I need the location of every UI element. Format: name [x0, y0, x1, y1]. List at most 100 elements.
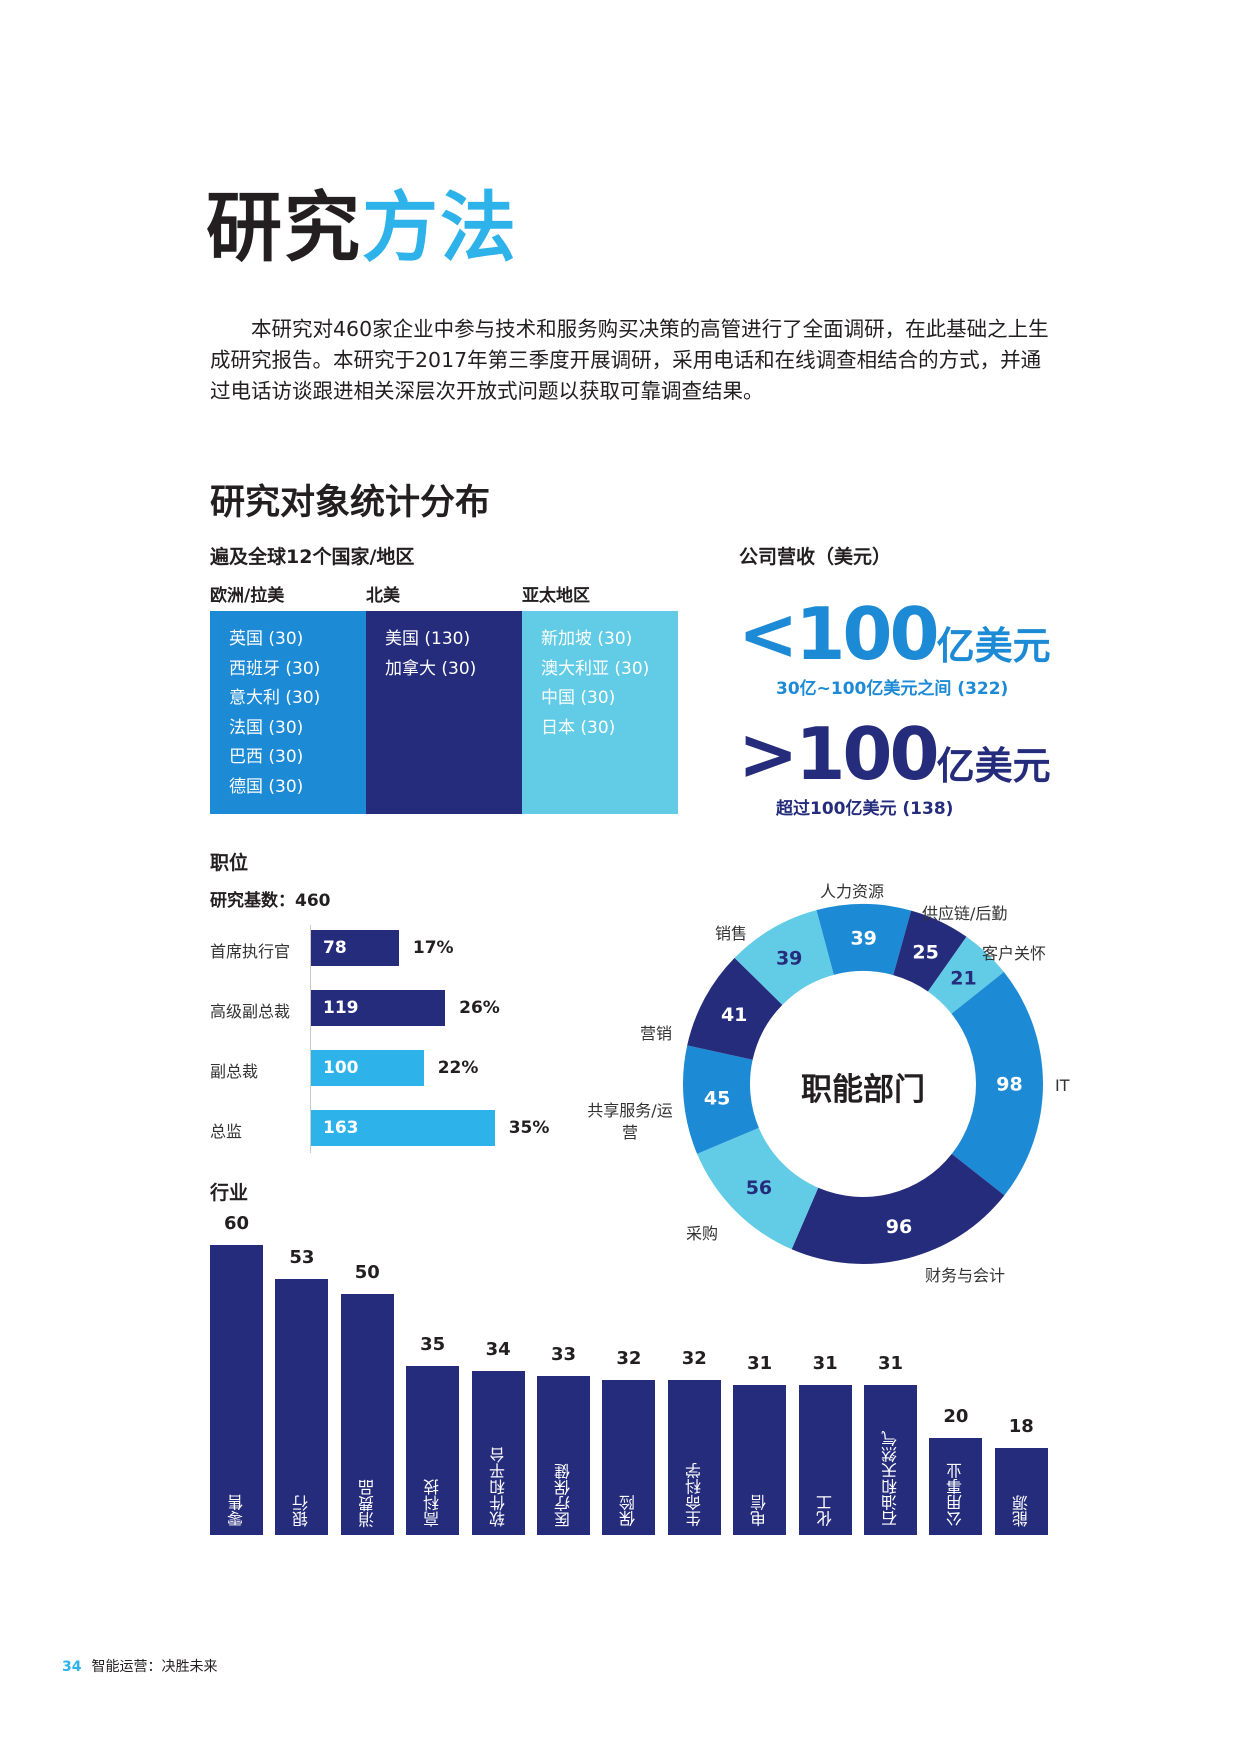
region-header: 欧洲/拉美: [210, 586, 285, 606]
donut-category-label: 人力资源: [820, 882, 885, 901]
donut-value-label: 39: [850, 928, 876, 950]
industry-value: 50: [354, 1261, 380, 1283]
donut-value-label: 98: [996, 1074, 1022, 1096]
position-percent: 17%: [412, 938, 454, 958]
industry-bar: [275, 1279, 329, 1535]
donut-segment: [791, 1153, 1005, 1264]
regions-heading: 遍及全球12个国家/地区: [210, 546, 415, 568]
position-bar: 163: [311, 1110, 495, 1146]
industry-bar: [471, 1370, 525, 1535]
industry-bar: [210, 1245, 263, 1535]
region-column: 英国 (30) 西班牙 (30) 意大利 (30) 法国 (30) 巴西 (30) 德国 …: [210, 611, 366, 814]
positions-heading: 职位: [210, 852, 249, 874]
region-item: 英国 (30): [229, 629, 304, 649]
donut-center-label: 职能部门: [801, 1072, 925, 1108]
position-label: 总监: [210, 1122, 243, 1141]
page-title: 研究方法: [206, 190, 518, 266]
position-percent: 22%: [437, 1058, 479, 1078]
industry-bar: [537, 1375, 590, 1535]
industry-value: 60: [223, 1213, 250, 1235]
industry-bar: [340, 1293, 394, 1535]
position-bar: 119: [311, 990, 446, 1026]
donut-category-label: 财务与会计: [925, 1266, 1006, 1285]
donut-value-label: 96: [886, 1216, 912, 1238]
position-percent: 26%: [459, 998, 500, 1018]
intro-paragraph: 本研究对460家企业中参与技术和服务购买决策的高管进行了全面调研，在此基础之上生…: [210, 317, 1049, 403]
industry-value: 35: [420, 1333, 446, 1355]
industry-value: 31: [747, 1353, 773, 1375]
donut-segment: [734, 910, 834, 1005]
industry-value: 32: [616, 1348, 642, 1370]
revenue-number: 100: [795, 712, 939, 796]
donut-value-label: 41: [721, 1004, 747, 1026]
donut-value-label: 45: [704, 1087, 730, 1109]
position-bar: 78: [311, 930, 399, 966]
position-percent: 35%: [508, 1118, 550, 1138]
region-item: 法国 (30): [229, 717, 304, 738]
donut-category-label: 共享服务/运营: [587, 1101, 673, 1142]
region-item: 巴西 (30): [229, 747, 304, 767]
industry-value: 31: [812, 1353, 838, 1375]
region-item: 西班牙 (30): [229, 658, 321, 679]
industry-value: 18: [1008, 1416, 1034, 1438]
industry-bar: [667, 1380, 721, 1535]
industry-value: 34: [485, 1338, 511, 1360]
position-bar: 100: [311, 1050, 424, 1086]
region-column: 美国 (130) 加拿大 (30): [366, 611, 522, 814]
industry-bar: [406, 1365, 460, 1535]
industry-value: 32: [681, 1348, 707, 1370]
donut-category-label: 销售: [715, 924, 748, 943]
donut-category-label: 营销: [640, 1024, 673, 1043]
page-number: 34: [62, 1659, 82, 1675]
revenue-symbol: >: [738, 712, 798, 796]
donut-value-label: 25: [912, 942, 938, 964]
donut-category-label: 采购: [686, 1224, 719, 1243]
donut-segment: [683, 1045, 759, 1154]
donut-segment: [893, 910, 967, 992]
donut-value-label: 56: [746, 1177, 772, 1199]
position-label: 副总裁: [210, 1062, 259, 1081]
region-header: 北美: [366, 586, 400, 606]
revenue-symbol: <: [738, 592, 798, 676]
industry-value: 31: [877, 1353, 904, 1375]
title-accent: 方法: [362, 183, 518, 272]
footer: 34 智能运营：决胜未来: [62, 1656, 217, 1676]
positions-axis: [310, 925, 311, 1153]
donut-segment: [951, 972, 1044, 1196]
region-item: 日本 (30): [541, 717, 616, 738]
donut-segment: [697, 1127, 819, 1250]
donut-value-label: 21: [950, 967, 976, 989]
donut-segment: [927, 936, 1004, 1014]
industry-bar: [864, 1385, 917, 1535]
position-label: 首席执行官: [210, 942, 291, 961]
region-item: 新加坡 (30): [541, 629, 633, 649]
industry-value: 33: [550, 1343, 577, 1365]
region-column: 新加坡 (30) 澳大利亚 (30) 中国 (30) 日本 (30): [522, 611, 678, 814]
footer-title: 智能运营：决胜未来: [91, 1659, 218, 1675]
industry-bar: [798, 1385, 852, 1535]
region-item: 意大利 (30): [229, 688, 321, 708]
positions-base: 研究基数：460: [210, 891, 331, 911]
position-label: 高级副总裁: [210, 1002, 291, 1021]
title-dark: 研究: [206, 183, 362, 272]
industry-bar: [733, 1385, 787, 1535]
region-item: 中国 (30): [541, 688, 616, 708]
donut-category-label: IT: [1055, 1076, 1070, 1095]
donut-segment: [687, 957, 783, 1060]
section-title: 研究对象统计分布: [210, 483, 491, 523]
region-item: 加拿大 (30): [385, 658, 477, 679]
region-item: 澳大利亚 (30): [541, 658, 650, 679]
revenue-heading: 公司营收（美元）: [739, 546, 892, 568]
industry-bar: [929, 1438, 983, 1535]
industry-heading: 行业: [210, 1182, 249, 1204]
region-header: 亚太地区: [522, 586, 590, 606]
revenue-subtext: 30亿~100亿美元之间 (322): [776, 679, 1009, 699]
industry-value: 53: [289, 1247, 315, 1268]
revenue-figure: >100亿美元: [738, 718, 1051, 790]
region-item: 美国 (130): [385, 629, 471, 649]
industry-bar: [994, 1448, 1048, 1535]
donut-category-label: 供应链/后勤: [922, 904, 1008, 923]
revenue-figure: <100亿美元: [738, 598, 1051, 670]
